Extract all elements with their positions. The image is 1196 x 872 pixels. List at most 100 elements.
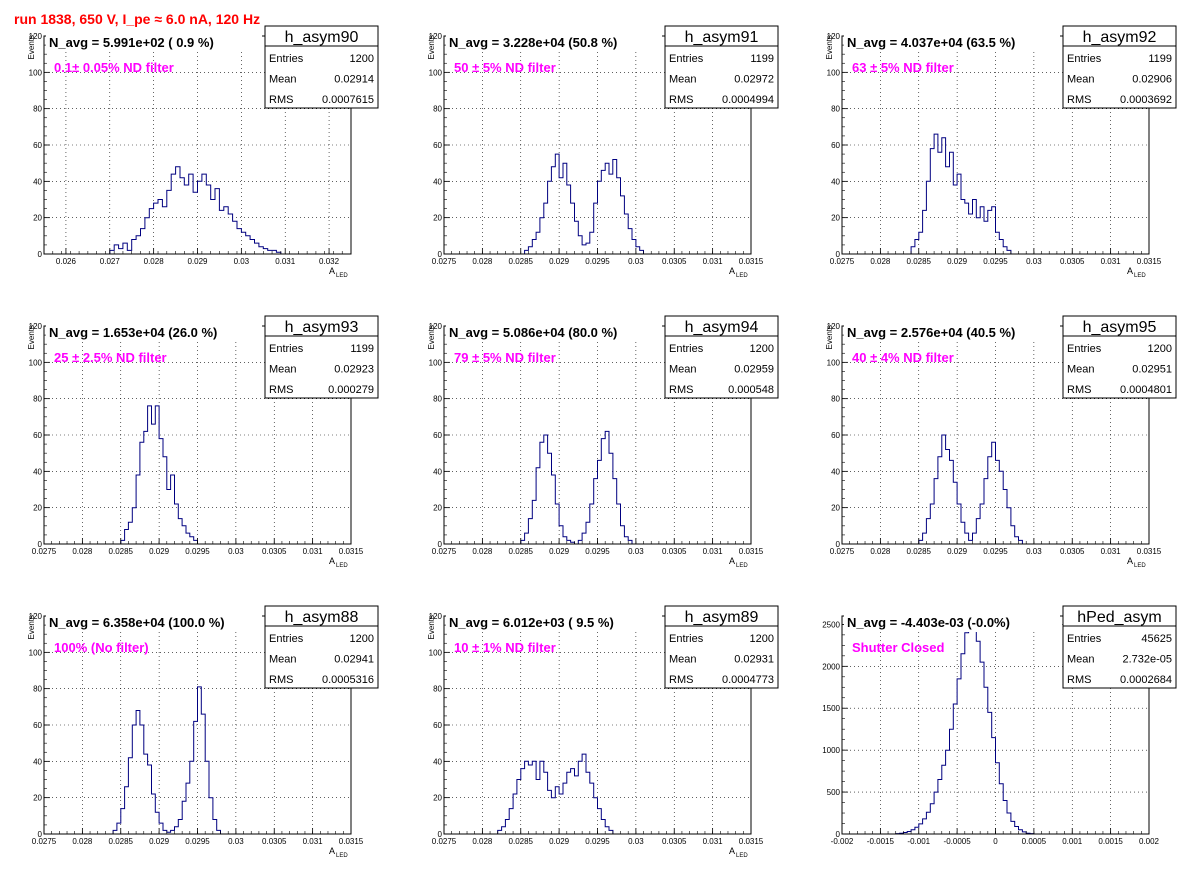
y-tick-label: 40 [33,757,42,766]
stats-value: 1200 [350,633,374,645]
x-tick-label: 0.0285 [509,547,534,556]
stats-key: Mean [1067,364,1095,376]
stats-value: 0.0005316 [322,674,374,686]
x-tick-label: 0.031 [703,547,724,556]
filter-annotation: 50 ± 5% ND filter [454,60,556,75]
x-tick-label: 0.0315 [1137,547,1162,556]
navg-box [844,34,1060,52]
y-tick-label: 80 [433,105,442,114]
x-tick-label: 0.0315 [739,547,764,556]
y-tick-label: 40 [433,177,442,186]
x-tick-label: 0.028 [144,257,165,266]
y-tick-label: 60 [433,721,442,730]
stats-key: RMS [269,384,293,396]
y-tick-label: 60 [33,721,42,730]
y-tick-label: 80 [33,685,42,694]
x-tick-label: 0.031 [275,257,296,266]
stats-value: 1200 [1148,343,1172,355]
navg-box [844,324,1060,342]
x-tick-label: 0.0285 [509,257,534,266]
x-tick-label: -0.0015 [867,837,895,846]
x-tick-label: 0.03 [1026,257,1042,266]
page-title: run 1838, 650 V, I_pe ≈ 6.0 nA, 120 Hz [14,11,260,27]
x-tick-label: 0.028 [870,547,891,556]
stats-value: 1199 [1148,53,1172,65]
stats-value: 0.0004801 [1120,384,1172,396]
navg-label: N_avg = 6.012e+03 ( 9.5 %) [449,615,614,630]
stats-value: 0.0007615 [322,94,374,106]
stats-key: RMS [669,94,693,106]
stats-value: 0.02931 [734,654,774,666]
stats-key: Entries [669,343,704,355]
x-axis-label: A [729,846,735,856]
y-tick-label: 60 [831,431,840,440]
y-tick-label: 80 [33,105,42,114]
x-tick-label: 0.029 [947,547,968,556]
stats-key: RMS [1067,674,1091,686]
stats-value: 0.02914 [334,74,374,86]
histogram-bars [895,619,1035,835]
x-axis-label-subscript: LED [736,853,748,859]
x-axis-label: A [1127,556,1133,566]
y-tick-label: 80 [433,685,442,694]
y-axis-label: Events [27,615,36,639]
y-tick-label: 120 [29,32,43,41]
histogram-bars [520,430,633,545]
histogram-bars [112,686,221,834]
stats-value: 0.02951 [1132,364,1172,376]
stats-key: RMS [269,674,293,686]
stats-box [1062,25,1177,109]
stats-value: 0.02906 [1132,74,1172,86]
navg-label: N_avg = 4.037e+04 (63.5 %) [847,35,1015,50]
y-tick-label: 2500 [822,620,840,629]
navg-box [446,34,662,52]
x-tick-label: 0.029 [187,257,208,266]
y-axis-label: Events [27,35,36,59]
x-axis-label: A [1127,266,1133,276]
x-tick-label: 0.031 [703,257,724,266]
x-tick-label: 0.0315 [339,547,364,556]
x-tick-label: 0.0275 [32,547,57,556]
y-tick-label: 100 [429,358,443,367]
x-tick-label: 0.0295 [983,257,1008,266]
x-tick-label: 0.0295 [585,837,610,846]
x-tick-label: 0.029 [149,547,170,556]
filter-annotation: 40 ± 4% ND filter [852,350,954,365]
navg-box [446,614,662,632]
histogram-name: h_asym92 [1083,29,1157,46]
y-tick-label: 500 [827,788,841,797]
y-tick-label: 60 [33,431,42,440]
y-tick-label: 80 [33,395,42,404]
x-tick-label: 0.029 [947,257,968,266]
x-tick-label: 0.0285 [109,837,134,846]
y-tick-label: 80 [433,395,442,404]
stats-value: 1199 [350,343,374,355]
y-tick-label: 0 [38,830,43,839]
stats-value: 1199 [750,53,774,65]
stats-value: 1200 [750,343,774,355]
stats-key: RMS [1067,94,1091,106]
y-tick-label: 100 [827,358,841,367]
y-tick-label: 80 [831,105,840,114]
y-tick-label: 100 [29,68,43,77]
y-tick-label: 20 [433,504,442,513]
navg-label: N_avg = 3.228e+04 (50.8 %) [449,35,617,50]
x-axis-label-subscript: LED [336,563,348,569]
x-tick-label: 0.028 [870,257,891,266]
stats-box [664,25,779,109]
y-axis-label: Events [825,35,834,59]
histogram-bars [120,405,198,544]
x-tick-label: 0.031 [303,547,324,556]
stats-value: 0.000279 [328,384,374,396]
y-tick-label: 60 [831,141,840,150]
x-tick-label: 0.0285 [509,837,534,846]
stats-value: 45625 [1141,633,1172,645]
y-tick-label: 0 [836,540,841,549]
y-tick-label: 40 [831,467,840,476]
navg-label: N_avg = -4.403e-03 (-0.0%) [847,615,1010,630]
x-tick-label: -0.002 [831,837,854,846]
filter-annotation: 0.1± 0.05% ND filter [54,60,174,75]
histogram-panel-h_asym92: 0.0275 0.028 0.0285 0.029 0.0295 0.03 0.0305 0.… [825,25,1177,279]
x-tick-label: 0.0295 [585,257,610,266]
filter-annotation: 79 ± 5% ND filter [454,350,556,365]
